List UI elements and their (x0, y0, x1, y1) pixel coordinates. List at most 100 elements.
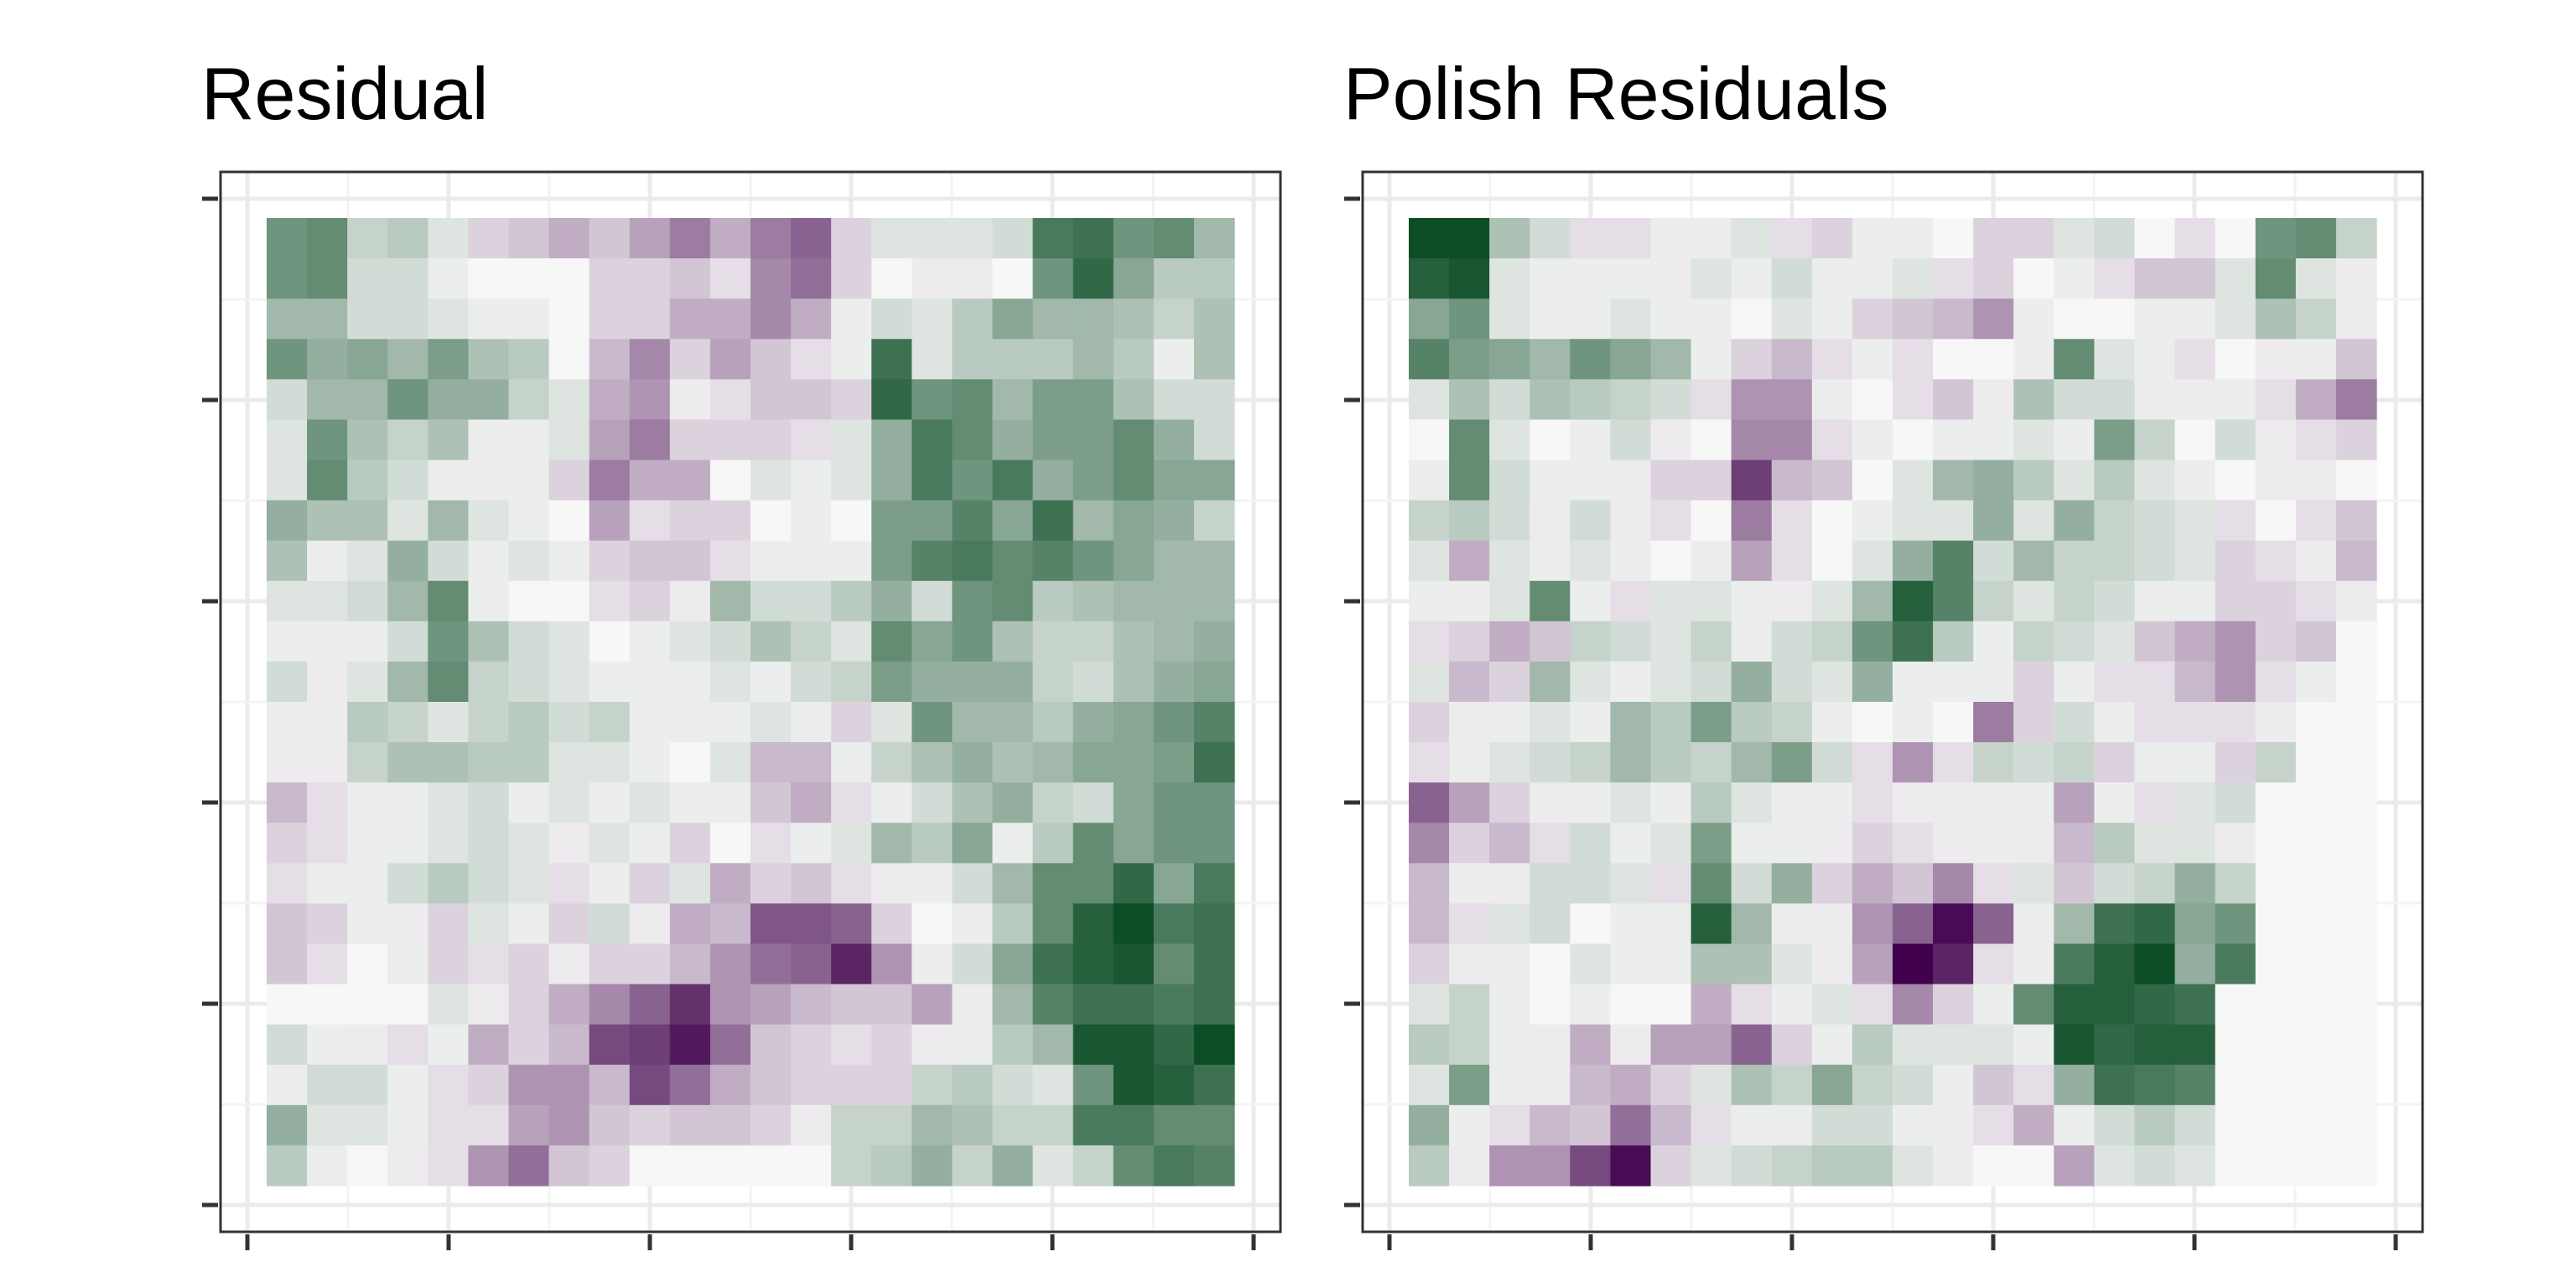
heatmap-cell (2013, 258, 2054, 299)
heatmap-cell (2335, 1104, 2377, 1146)
heatmap-cell (1072, 460, 1114, 501)
heatmap-cell (1409, 702, 1450, 743)
heatmap-cell (1933, 218, 1974, 259)
heatmap-cell (1811, 1145, 1853, 1187)
heatmap-cell (871, 863, 912, 905)
heatmap-cell (468, 1024, 510, 1066)
heatmap-cell (1771, 1145, 1813, 1187)
heatmap-cell (871, 1145, 912, 1187)
heatmap-cell (1409, 419, 1450, 461)
heatmap-cell (1489, 823, 1530, 864)
heatmap-cell (1530, 621, 1571, 662)
heatmap-cell (871, 419, 912, 461)
heatmap-cell (1933, 1104, 1974, 1146)
heatmap-cell (1771, 782, 1813, 823)
heatmap-cell (2215, 1145, 2257, 1187)
heatmap-cell (1193, 823, 1235, 864)
heatmap-cell (1852, 1145, 1893, 1187)
heatmap-cell (1072, 258, 1114, 299)
heatmap-cell (1570, 782, 1612, 823)
heatmap-cell (2094, 1104, 2136, 1146)
heatmap-cell (1409, 903, 1450, 945)
heatmap-cell (428, 540, 470, 582)
heatmap-cell (952, 299, 994, 340)
heatmap-cell (468, 580, 510, 622)
heatmap-cell (911, 419, 953, 461)
heatmap-cell (1852, 903, 1893, 945)
heatmap-cell (709, 823, 751, 864)
heatmap-cell (1933, 339, 1974, 380)
heatmap-cell (1449, 702, 1490, 743)
heatmap-cell (1489, 661, 1530, 703)
heatmap-cell (1032, 661, 1074, 703)
heatmap-cell (2174, 1104, 2216, 1146)
heatmap-cell (468, 460, 510, 501)
heatmap-cell (508, 299, 550, 340)
heatmap-cell (831, 984, 872, 1026)
heatmap-cell (1973, 823, 2014, 864)
heatmap-cell (1811, 903, 1853, 945)
heatmap-cell (2174, 943, 2216, 985)
heatmap-cell (952, 258, 994, 299)
heatmap-cell (1409, 1024, 1450, 1066)
heatmap-cell (709, 1145, 751, 1187)
heatmap-cell (2013, 984, 2054, 1026)
heatmap-cell (468, 379, 510, 421)
heatmap-cell (1610, 661, 1652, 703)
heatmap-cell (2215, 540, 2257, 582)
heatmap-cell (1933, 379, 1974, 421)
heatmap-cell (2174, 580, 2216, 622)
heatmap-cell (267, 621, 308, 662)
heatmap-cell (992, 943, 1034, 985)
heatmap-cell (1610, 1104, 1652, 1146)
heatmap-cell (669, 580, 711, 622)
heatmap-cell (992, 984, 1034, 1026)
heatmap-cell (2013, 379, 2054, 421)
heatmap-cell (1153, 580, 1195, 622)
heatmap-cell (589, 339, 631, 380)
heatmap-cell (831, 540, 872, 582)
heatmap-cell (1113, 742, 1155, 783)
heatmap-cell (548, 580, 590, 622)
heatmap-cell (428, 1024, 470, 1066)
heatmap-cell (911, 218, 953, 259)
heatmap-cell (267, 540, 308, 582)
heatmap-cell (992, 580, 1034, 622)
heatmap-cell (1933, 1145, 1974, 1187)
heatmap-cell (1113, 379, 1155, 421)
heatmap-cell (2013, 621, 2054, 662)
heatmap-cell (2054, 1024, 2096, 1066)
heatmap-cell (750, 379, 792, 421)
heatmap-cell (952, 742, 994, 783)
heatmap-cell (1489, 299, 1530, 340)
heatmap-cell (1973, 1145, 2014, 1187)
heatmap-cell (1690, 500, 1732, 542)
heatmap-cell (1811, 742, 1853, 783)
heatmap-cell (2094, 419, 2136, 461)
heatmap-cell (2255, 702, 2297, 743)
heatmap-cell (1893, 863, 1934, 905)
heatmap-cell (1530, 339, 1571, 380)
heatmap-cell (347, 419, 388, 461)
heatmap-cell (831, 1145, 872, 1187)
heatmap-cell (387, 460, 428, 501)
heatmap-cell (589, 419, 631, 461)
heatmap-cell (428, 299, 470, 340)
heatmap-cell (548, 460, 590, 501)
heatmap-cell (791, 419, 832, 461)
heatmap-cell (347, 500, 388, 542)
heatmap-cell (1852, 702, 1893, 743)
heatmap-cell (791, 299, 832, 340)
heatmap-cell (1650, 863, 1692, 905)
heatmap-cell (1489, 903, 1530, 945)
heatmap-cell (1409, 540, 1450, 582)
heatmap-cell (1409, 1104, 1450, 1146)
heatmap-cell (2255, 258, 2297, 299)
heatmap-cell (2174, 500, 2216, 542)
heatmap-cell (2134, 943, 2176, 985)
heatmap-cell (629, 742, 671, 783)
heatmap-cell (1072, 661, 1114, 703)
heatmap-cell (1449, 218, 1490, 259)
heatmap-cell (871, 984, 912, 1026)
